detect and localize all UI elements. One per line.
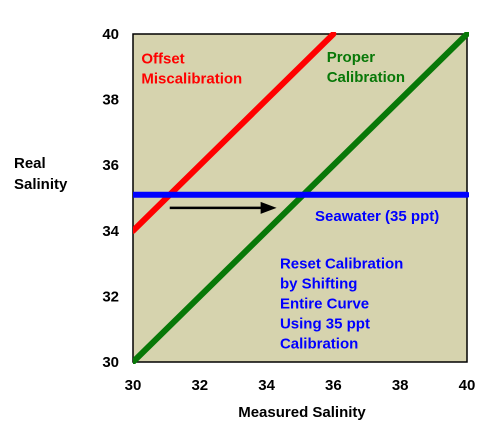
y-axis-label-line: Salinity (14, 176, 68, 193)
y-tick-label: 34 (102, 223, 119, 240)
y-tick-label: 38 (102, 92, 119, 109)
y-tick-label: 40 (102, 26, 119, 43)
x-tick-label: 34 (258, 377, 275, 394)
annotation-reset-line: Calibration (280, 336, 358, 353)
y-axis-label-line: Real (14, 155, 46, 172)
x-tick-label: 32 (191, 377, 208, 394)
annotation-offset-line: Miscalibration (141, 71, 242, 88)
x-tick-label: 40 (459, 377, 476, 394)
y-tick-label: 36 (102, 157, 119, 174)
y-tick-label: 32 (102, 288, 119, 305)
x-tick-label: 36 (325, 377, 342, 394)
annotation-layer: Offset Miscalibration Proper Calibration Sea… (141, 49, 439, 353)
annotation-seawater: Seawater (35 ppt) (315, 208, 439, 225)
annotation-offset: Offset Miscalibration (141, 51, 242, 88)
annotation-proper-line: Proper (327, 49, 376, 66)
annotation-offset-line: Offset (141, 51, 184, 68)
series-layer (133, 32, 469, 364)
x-tick-labels: 30 32 34 36 38 40 (125, 377, 476, 394)
series-line-offset (133, 32, 337, 234)
series-line-proper (133, 32, 469, 364)
annotation-reset: Reset Calibration by Shifting Entire Curve… (280, 256, 403, 353)
annotation-reset-line: Using 35 ppt (280, 316, 370, 333)
annotation-proper: Proper Calibration (327, 49, 405, 86)
annotation-reset-line: Reset Calibration (280, 256, 403, 273)
annotation-proper-line: Calibration (327, 69, 405, 86)
x-tick-label: 38 (392, 377, 409, 394)
annotation-reset-line: Entire Curve (280, 296, 369, 313)
x-axis-label: Measured Salinity (238, 404, 366, 421)
shift-arrow-head (260, 201, 277, 214)
x-tick-label: 30 (125, 377, 142, 394)
annotation-reset-line: by Shifting (280, 276, 358, 293)
y-tick-label: 30 (102, 354, 119, 371)
y-tick-labels: 30 32 34 36 38 40 (102, 26, 119, 371)
y-axis-label: Real Salinity (14, 155, 68, 193)
annotation-seawater-line: Seawater (35 ppt) (315, 208, 439, 225)
arrow-layer (169, 201, 277, 214)
